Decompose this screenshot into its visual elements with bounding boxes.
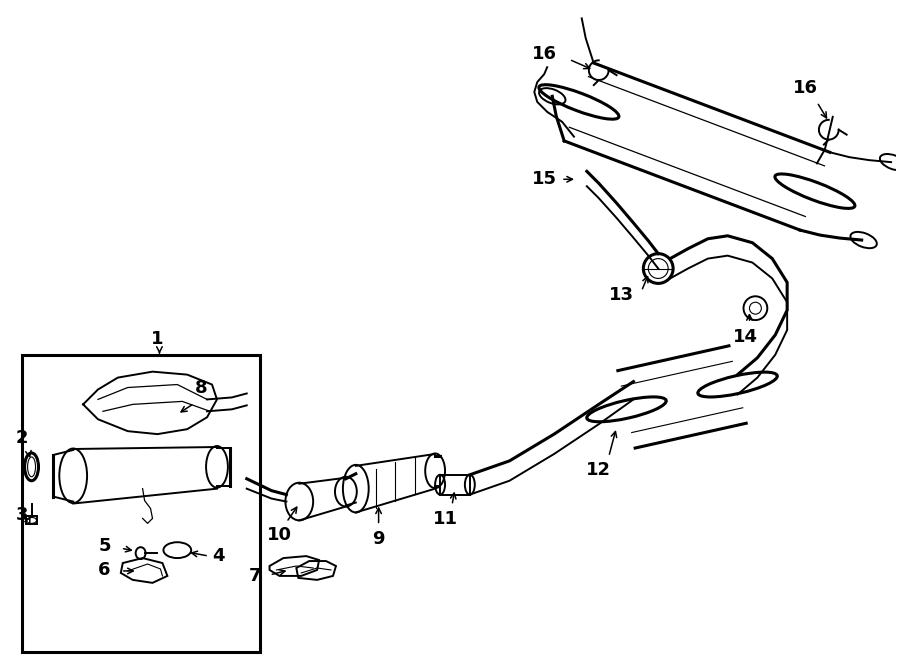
- Bar: [25, 516, 38, 524]
- Text: 5: 5: [98, 537, 111, 555]
- Text: 1: 1: [151, 330, 164, 348]
- Text: 12: 12: [586, 461, 611, 479]
- Text: 3: 3: [15, 506, 28, 524]
- Text: 6: 6: [98, 561, 111, 579]
- Text: 8: 8: [195, 379, 208, 397]
- Text: 9: 9: [373, 530, 385, 549]
- Text: 16: 16: [793, 79, 817, 97]
- Text: 4: 4: [212, 547, 224, 565]
- Bar: [440, 475, 470, 494]
- Text: 2: 2: [15, 429, 28, 447]
- Text: 11: 11: [433, 510, 457, 529]
- Text: 16: 16: [532, 46, 557, 63]
- Polygon shape: [83, 371, 217, 434]
- Text: 15: 15: [532, 171, 557, 188]
- Text: 7: 7: [249, 567, 262, 585]
- Text: 10: 10: [267, 526, 292, 545]
- Text: 13: 13: [608, 286, 634, 304]
- Bar: [22, 355, 259, 652]
- Text: 14: 14: [733, 328, 758, 346]
